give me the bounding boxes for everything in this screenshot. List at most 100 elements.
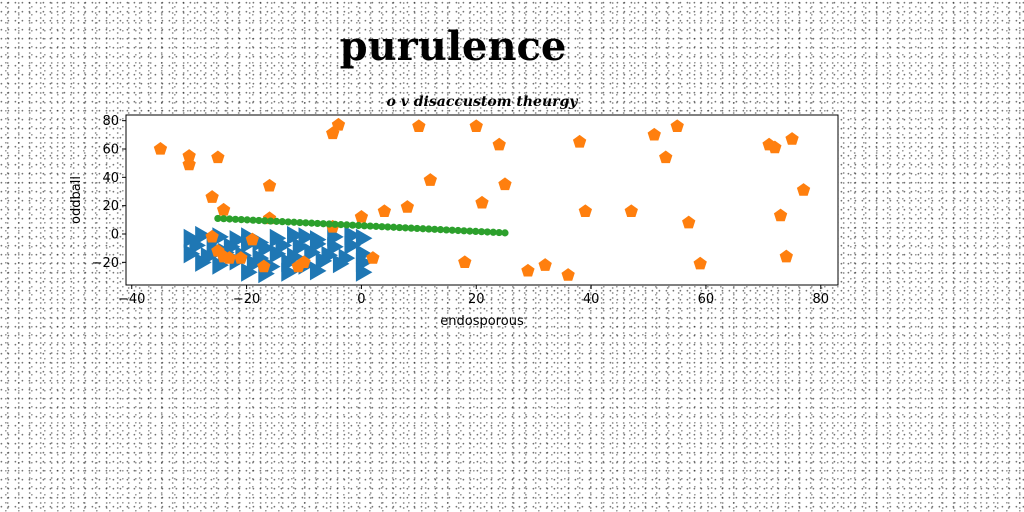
scatter-point-series-1 — [355, 262, 373, 282]
scatter-point-series-3 — [401, 224, 409, 232]
scatter-point-series-2 — [400, 200, 415, 213]
scatter-point-series-1 — [287, 225, 304, 245]
x-tick-label: 60 — [698, 292, 715, 307]
scatter-point-series-1 — [258, 238, 275, 258]
scatter-point-series-3 — [214, 214, 222, 223]
scatter-point-series-3 — [325, 220, 333, 228]
scatter-point-series-2 — [262, 178, 277, 192]
scatter-point-series-2 — [768, 140, 782, 154]
scatter-point-series-2 — [234, 251, 248, 264]
scatter-point-series-1 — [355, 228, 373, 248]
scatter-point-series-2 — [659, 150, 673, 164]
y-tick-label: 60 — [102, 143, 119, 158]
scatter-point-series-2 — [297, 255, 311, 268]
scatter-point-series-1 — [315, 251, 333, 271]
scatter-point-series-2 — [578, 204, 593, 217]
scatter-point-series-3 — [220, 215, 228, 223]
scatter-point-series-3 — [261, 217, 269, 225]
scatter-point-series-1 — [195, 252, 212, 272]
scatter-point-series-3 — [319, 220, 327, 228]
y-axis-label: oddball — [69, 176, 84, 224]
scatter-point-series-2 — [682, 215, 696, 229]
scatter-point-series-3 — [442, 226, 450, 234]
scatter-point-series-3 — [360, 222, 368, 230]
scatter-point-series-3 — [366, 222, 374, 230]
scatter-point-series-2 — [572, 134, 587, 148]
scatter-point-series-2 — [647, 127, 661, 141]
scatter-point-series-2 — [624, 204, 638, 217]
scatter-point-series-1 — [212, 255, 229, 275]
scatter-point-series-3 — [302, 219, 310, 227]
data-marks — [153, 117, 811, 284]
scatter-point-series-3 — [343, 221, 351, 229]
scatter-point-series-3 — [249, 216, 257, 224]
scatter-point-series-2 — [205, 190, 219, 203]
scatter-point-series-2 — [245, 232, 259, 246]
scatter-point-series-3 — [225, 215, 234, 223]
chart-title: purulence — [340, 23, 567, 70]
scatter-point-series-1 — [183, 244, 201, 264]
scatter-point-series-3 — [448, 226, 456, 234]
scatter-point-series-3 — [407, 224, 415, 232]
scatter-point-series-3 — [231, 215, 240, 223]
scatter-point-series-1 — [292, 237, 310, 257]
scatter-point-series-2 — [521, 263, 535, 277]
scatter-point-series-1 — [298, 227, 315, 247]
scatter-point-series-2 — [670, 119, 684, 132]
scatter-point-series-2 — [153, 142, 168, 155]
y-tick-label: 40 — [102, 171, 119, 186]
scatter-point-series-3 — [378, 223, 386, 231]
scatter-point-series-2 — [216, 202, 231, 216]
chart-subtitle: o v disaccustom theurgy — [387, 94, 579, 110]
scatter-point-series-2 — [354, 210, 369, 223]
scatter-point-series-1 — [281, 262, 298, 282]
x-tick-label: 40 — [583, 292, 600, 307]
scatter-point-series-2 — [773, 208, 788, 222]
scatter-point-series-1 — [344, 235, 361, 255]
scatter-point-series-3 — [384, 223, 392, 231]
scatter-point-series-2 — [182, 157, 196, 171]
scatter-point-series-2 — [561, 268, 575, 281]
scatter-point-series-3 — [436, 226, 445, 234]
scatter-point-series-3 — [272, 217, 281, 225]
scatter-point-series-1 — [309, 261, 327, 281]
scatter-point-series-3 — [425, 225, 433, 233]
y-tick-label: 80 — [102, 114, 119, 129]
scatter-point-series-3 — [372, 222, 380, 230]
scatter-point-series-3 — [419, 225, 427, 233]
scatter-point-series-3 — [395, 223, 404, 232]
scatter-point-series-2 — [498, 177, 512, 191]
scatter-point-series-1 — [332, 254, 350, 274]
scatter-point-series-2 — [779, 249, 793, 263]
scatter-point-series-3 — [431, 225, 439, 233]
scatter-point-series-3 — [466, 227, 474, 235]
y-tick-label: 20 — [102, 199, 119, 214]
scatter-point-series-3 — [390, 223, 398, 231]
scatter-point-series-2 — [182, 149, 196, 162]
x-axis: −40 −20 0 20 40 60 80 — [118, 285, 829, 307]
scatter-point-series-3 — [331, 220, 339, 228]
scatter-point-series-2 — [785, 132, 799, 145]
scatter-point-series-3 — [489, 228, 497, 236]
scatter-point-series-3 — [483, 228, 491, 236]
scatter-point-series-2 — [211, 150, 225, 164]
scatter-point-series-1 — [304, 242, 321, 262]
scatter-point-series-3 — [308, 219, 316, 227]
scatter-point-series-3 — [472, 227, 480, 235]
scatter-point-series-3 — [460, 227, 468, 235]
scatter-point-series-3 — [296, 218, 304, 227]
plot-frame — [125, 114, 839, 286]
y-tick-label: −20 — [92, 256, 119, 271]
scatter-point-series-3 — [354, 221, 363, 230]
scatter-point-series-3 — [337, 221, 345, 229]
scatter-point-series-2 — [205, 229, 219, 243]
scatter-point-series-2 — [458, 255, 472, 268]
x-tick-label: −40 — [118, 292, 145, 307]
y-axis: −20 0 20 40 60 80 — [92, 114, 126, 271]
scatter-point-series-3 — [413, 224, 421, 233]
scatter-point-series-2 — [377, 204, 392, 217]
scatter-point-series-3 — [290, 218, 298, 226]
scatter-point-series-3 — [243, 216, 251, 224]
scatter-point-series-3 — [237, 215, 245, 224]
